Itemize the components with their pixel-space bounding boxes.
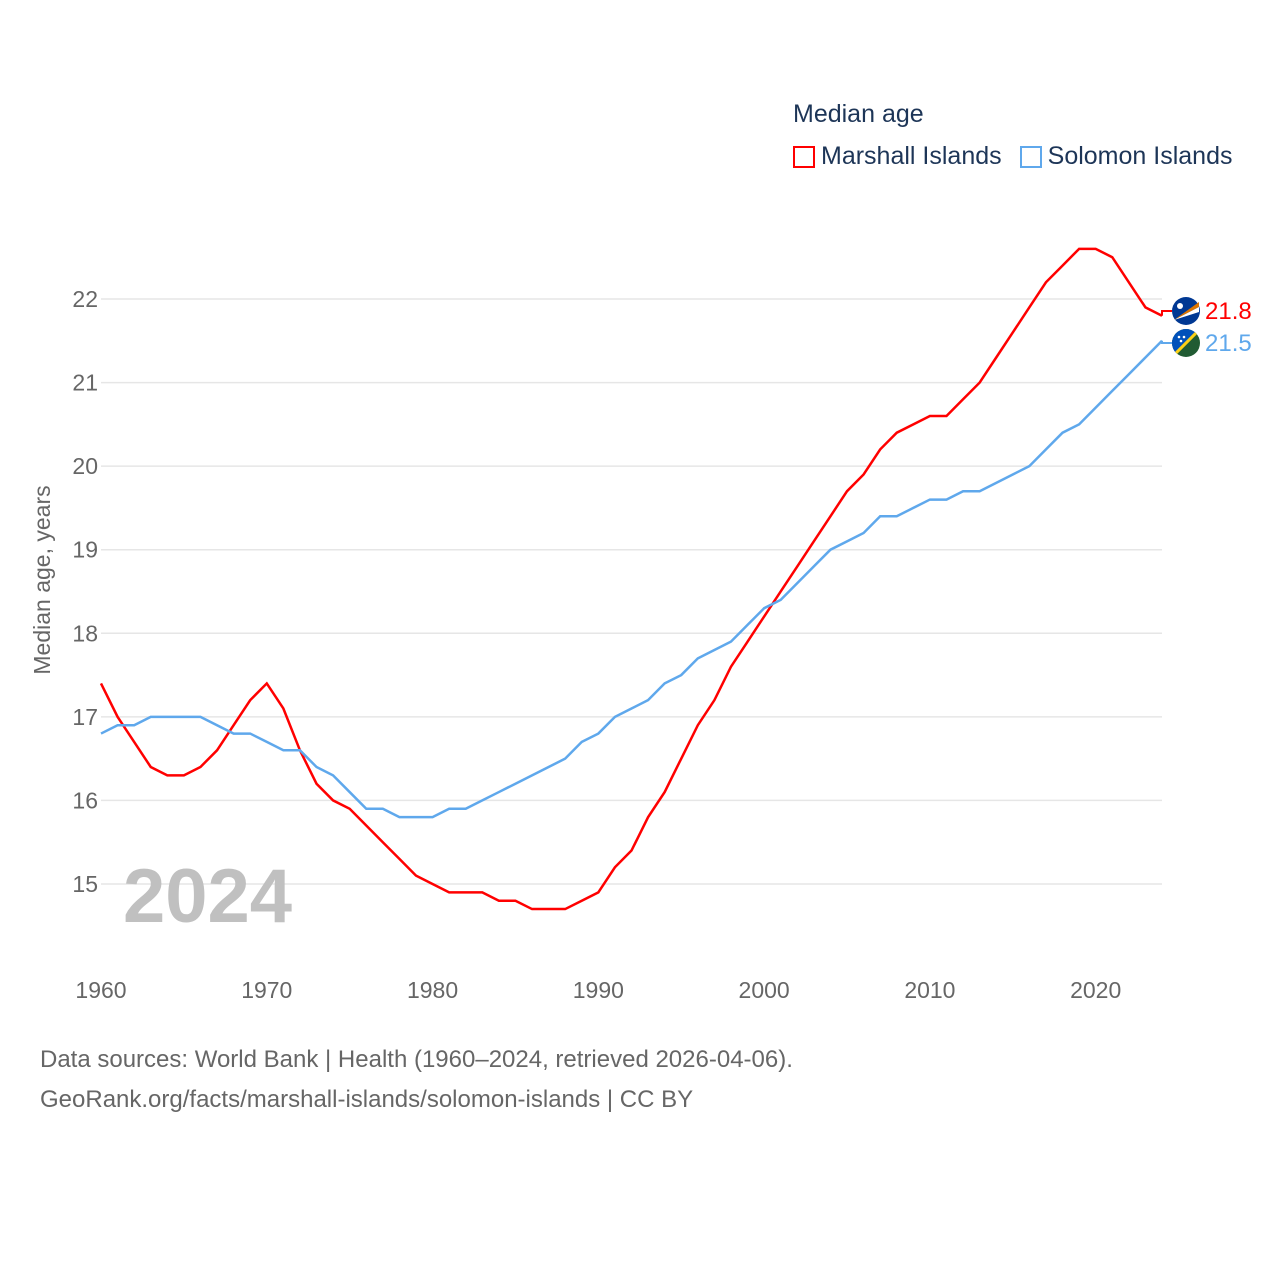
y-tick-label: 17 [72, 704, 98, 730]
series-line-solomon-islands[interactable] [100, 339, 1163, 819]
solomon-islands-flag-icon [1172, 329, 1200, 357]
legend-title: Median age [793, 100, 924, 128]
x-tick-label: 2010 [904, 977, 955, 1003]
end-value-label: 21.5 [1205, 330, 1252, 357]
end-value-label: 21.8 [1205, 298, 1252, 325]
y-axis-label: Median age, years [29, 485, 55, 674]
series-line-marshall-islands[interactable] [99, 247, 1163, 911]
x-tick-label: 2020 [1070, 977, 1121, 1003]
year-watermark: 2024 [123, 854, 292, 939]
legend-item-marshall-islands[interactable]: Marshall Islands [793, 142, 1002, 171]
y-tick-label: 15 [72, 871, 98, 897]
y-tick-label: 22 [72, 286, 98, 312]
x-tick-label: 1980 [407, 977, 458, 1003]
source-line-1: Data sources: World Bank | Health (1960–… [40, 1046, 793, 1073]
legend-swatch [1019, 145, 1042, 168]
legend-item-solomon-islands[interactable]: Solomon Islands [1019, 142, 1233, 171]
legend-swatch [793, 145, 815, 168]
x-tick-label: 2000 [739, 977, 790, 1003]
y-tick-label: 20 [72, 453, 98, 479]
x-tick-label: 1970 [241, 977, 292, 1003]
legend-label: Solomon Islands [1047, 142, 1233, 170]
y-tick-label: 19 [72, 537, 98, 563]
y-tick-label: 21 [72, 370, 98, 396]
end-connector [1161, 310, 1172, 316]
legend-label: Marshall Islands [821, 142, 1002, 170]
y-tick-label: 16 [72, 787, 98, 813]
x-tick-label: 1990 [573, 977, 624, 1003]
y-tick-label: 18 [72, 620, 98, 646]
marshall-islands-flag-icon [1172, 297, 1200, 325]
x-tick-label: 1960 [75, 977, 126, 1003]
legend: Marshall Islands Solomon Islands [793, 142, 1232, 171]
end-connector [1161, 340, 1172, 344]
source-line-2[interactable]: GeoRank.org/facts/marshall-islands/solom… [40, 1086, 694, 1113]
